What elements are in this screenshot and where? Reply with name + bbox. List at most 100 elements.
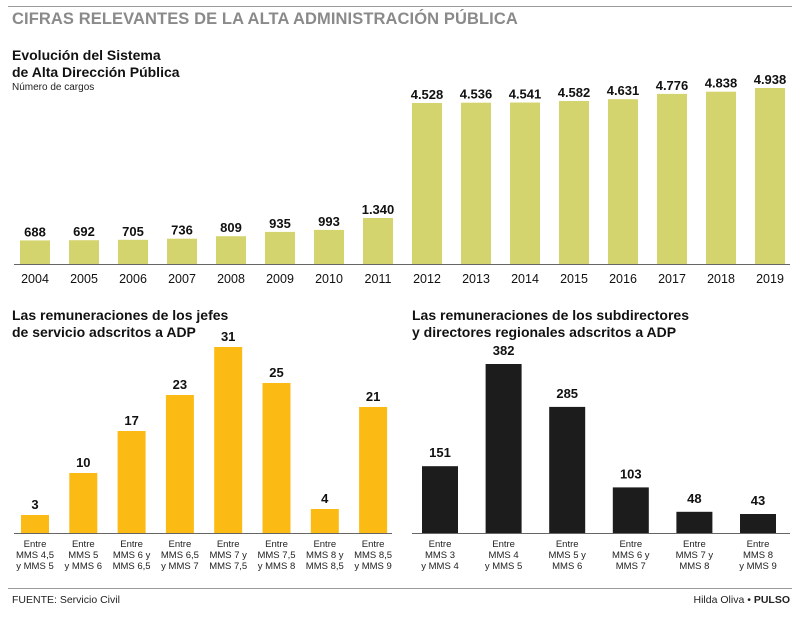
chart2-x-label: Entre bbox=[120, 539, 143, 550]
chart2-x-label: y MMS 5 bbox=[16, 561, 53, 572]
chart1-value-label: 4.528 bbox=[411, 87, 444, 102]
chart2-x-label: MMS 8,5 bbox=[306, 561, 344, 572]
chart1-value-label: 1.340 bbox=[362, 202, 395, 217]
chart3-x-label: Entre bbox=[492, 539, 515, 550]
chart1-subtitle: Número de cargos bbox=[12, 82, 95, 93]
chart1-title-line1: Evolución del Sistema bbox=[12, 47, 161, 63]
page-headline: CIFRAS RELEVANTES DE LA ALTA ADMINISTRAC… bbox=[12, 10, 518, 28]
chart2-bar bbox=[262, 383, 291, 533]
chart3-bar bbox=[549, 406, 586, 533]
chart3-bar bbox=[740, 514, 776, 533]
chart1-value-label: 809 bbox=[220, 220, 242, 235]
chart1-bar bbox=[265, 231, 295, 264]
chart2-bar bbox=[21, 515, 49, 533]
chart1-value-label: 692 bbox=[73, 224, 95, 239]
chart1-bar bbox=[216, 236, 246, 264]
chart3-value-label: 103 bbox=[620, 466, 642, 481]
chart3-x-label: Entre bbox=[747, 539, 770, 550]
chart1-bar bbox=[69, 240, 99, 264]
chart2-x-label: MMS 7 y bbox=[209, 550, 247, 561]
chart2-bar bbox=[117, 431, 146, 533]
chart2-x-label: MMS 7,5 bbox=[257, 550, 295, 561]
chart2-x-label: y MMS 7 bbox=[161, 561, 198, 572]
chart2-x-label: MMS 4,5 bbox=[16, 550, 54, 561]
chart1-x-label: 2013 bbox=[462, 272, 490, 286]
chart1-x-label: 2005 bbox=[70, 272, 98, 286]
chart2-x-label: Entre bbox=[72, 539, 95, 550]
chart2-x-label: Entre bbox=[217, 539, 240, 550]
chart2-x-label: MMS 6 y bbox=[113, 550, 151, 561]
chart1-x-label: 2011 bbox=[365, 272, 392, 286]
chart1-x-label: 2012 bbox=[413, 272, 441, 286]
chart2-x-label: Entre bbox=[24, 539, 47, 550]
chart2-x-label: y MMS 6 bbox=[65, 561, 102, 572]
chart3-x-label: y MMS 5 bbox=[485, 561, 522, 572]
chart3-x-label: y MMS 4 bbox=[421, 561, 458, 572]
chart3-x-label: Entre bbox=[619, 539, 642, 550]
chart2-x-label: y MMS 8 bbox=[258, 561, 295, 572]
chart1-value-label: 4.776 bbox=[656, 78, 689, 93]
chart3-x-label: MMS 7 bbox=[616, 561, 646, 572]
chart2-bar bbox=[165, 395, 194, 533]
chart1-bar bbox=[412, 103, 442, 264]
chart3-title-line1: Las remuneraciones de los subdirectores bbox=[412, 307, 689, 323]
chart3-title: Las remuneraciones de los subdirectores … bbox=[412, 307, 689, 341]
chart1-x-label: 2017 bbox=[658, 272, 686, 286]
chart3-value-label: 382 bbox=[493, 343, 515, 358]
chart2-value-label: 31 bbox=[221, 329, 235, 344]
chart1-title: Evolución del Sistema de Alta Dirección … bbox=[12, 47, 180, 81]
credit-brand: PULSO bbox=[753, 594, 790, 606]
chart2-x-label: y MMS 9 bbox=[354, 561, 391, 572]
chart2-value-label: 21 bbox=[366, 389, 380, 404]
chart2-value-label: 3 bbox=[31, 497, 38, 512]
chart1-bar bbox=[657, 93, 687, 265]
chart1-value-label: 4.938 bbox=[754, 72, 787, 87]
chart2-bar bbox=[359, 407, 388, 533]
credit-author: Hilda Oliva bbox=[693, 594, 745, 606]
chart1-title-line2: de Alta Dirección Pública bbox=[12, 64, 180, 80]
chart2-x-label: MMS 8,5 bbox=[354, 550, 392, 561]
chart1-bar bbox=[363, 218, 393, 264]
chart3-value-label: 151 bbox=[429, 445, 451, 460]
chart1-value-label: 935 bbox=[269, 216, 291, 231]
chart1-x-label: 2009 bbox=[266, 272, 294, 286]
chart1-value-label: 4.838 bbox=[705, 76, 738, 91]
chart1-x-label: 2015 bbox=[560, 272, 588, 286]
chart1-bar bbox=[20, 240, 50, 264]
chart2-x-label: Entre bbox=[313, 539, 336, 550]
chart2-x-label: Entre bbox=[362, 539, 385, 550]
chart3-bar bbox=[612, 487, 649, 533]
chart2-x-label: Entre bbox=[169, 539, 192, 550]
chart1-bar bbox=[706, 91, 736, 264]
chart1-value-label: 4.582 bbox=[558, 85, 591, 100]
chart2-value-label: 23 bbox=[173, 377, 187, 392]
chart3-x-label: MMS 8 bbox=[679, 561, 709, 572]
chart3-x-label: Entre bbox=[429, 539, 452, 550]
chart1-bar bbox=[608, 99, 638, 264]
chart1-x-label: 2018 bbox=[707, 272, 735, 286]
chart1-value-label: 705 bbox=[122, 224, 144, 239]
bottom-rule bbox=[8, 588, 792, 589]
chart2-x-label: MMS 6,5 bbox=[161, 550, 199, 561]
chart2-x-label: MMS 7,5 bbox=[209, 561, 247, 572]
chart1-value-label: 688 bbox=[24, 224, 46, 239]
chart2-bar bbox=[214, 347, 243, 533]
chart1-x-label: 2019 bbox=[756, 272, 784, 286]
chart3-x-label: Entre bbox=[683, 539, 706, 550]
credit-separator: • bbox=[747, 594, 751, 606]
chart1-bar bbox=[461, 102, 491, 264]
chart3-title-line2: y directores regionales adscritos a ADP bbox=[412, 324, 677, 340]
chart1-value-label: 4.541 bbox=[509, 87, 542, 102]
chart2-title-line1: Las remuneraciones de los jefes bbox=[12, 307, 229, 323]
chart3-x-label: MMS 5 y bbox=[548, 550, 586, 561]
chart1-bar bbox=[167, 238, 197, 264]
chart1-bar bbox=[559, 101, 589, 264]
chart3-x-label: Entre bbox=[556, 539, 579, 550]
chart2-title: Las remuneraciones de los jefes de servi… bbox=[12, 307, 228, 341]
source-note: FUENTE: Servicio Civil bbox=[12, 594, 120, 606]
chart1-value-label: 993 bbox=[318, 214, 340, 229]
chart2-value-label: 17 bbox=[124, 413, 138, 428]
chart1-x-label: 2006 bbox=[119, 272, 147, 286]
chart2-x-label: Entre bbox=[265, 539, 288, 550]
